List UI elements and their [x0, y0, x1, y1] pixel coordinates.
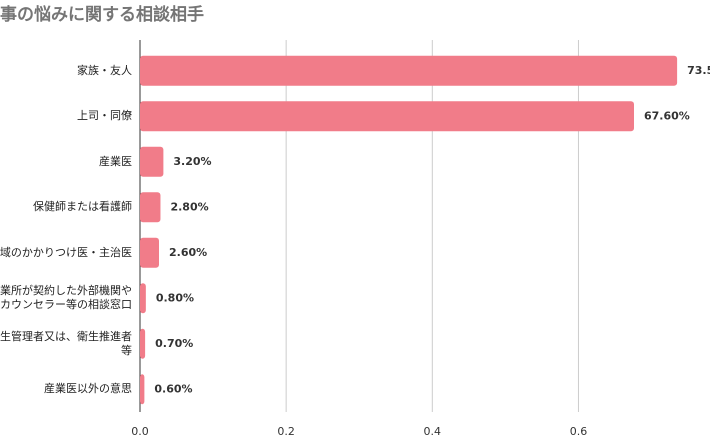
y-tick-label: 産業医以外の意思 [44, 382, 132, 396]
value-label: 67.60% [644, 109, 690, 122]
y-tick-label: 家族・友人 [77, 63, 132, 77]
y-tick-label: 上司・同僚 [77, 109, 132, 123]
chart-title: 仕事の悩みに関する相談相手 [0, 5, 204, 25]
value-label: 0.80% [156, 291, 194, 304]
value-label: 2.60% [169, 246, 207, 259]
bar [140, 374, 145, 405]
value-label: 73.50% [687, 64, 710, 77]
value-label: 2.80% [170, 200, 208, 213]
bar [140, 55, 678, 86]
bar [140, 283, 146, 314]
value-label: 0.60% [154, 382, 192, 395]
x-tick-label: 0.6 [570, 425, 588, 438]
bar [140, 328, 146, 359]
x-tick-label: 0.0 [131, 425, 149, 438]
x-tick-label: 0.2 [277, 425, 295, 438]
y-tick-label: 事業所が契約した外部機関やカウンセラー等の相談窓口 [0, 284, 132, 312]
x-tick-label: 0.4 [424, 425, 442, 438]
y-tick-label: 地域のかかりつけ医・主治医 [0, 245, 132, 259]
bar [140, 146, 164, 177]
y-tick-label: 保健師または看護師 [33, 200, 132, 214]
bar [140, 237, 159, 268]
bar [140, 101, 634, 132]
y-tick-label: 産業医 [99, 154, 132, 168]
bar [140, 192, 161, 223]
value-label: 3.20% [173, 155, 211, 168]
value-label: 0.70% [155, 337, 193, 350]
y-tick-label: 衛生管理者又は、衛生推進者等 [0, 329, 132, 357]
